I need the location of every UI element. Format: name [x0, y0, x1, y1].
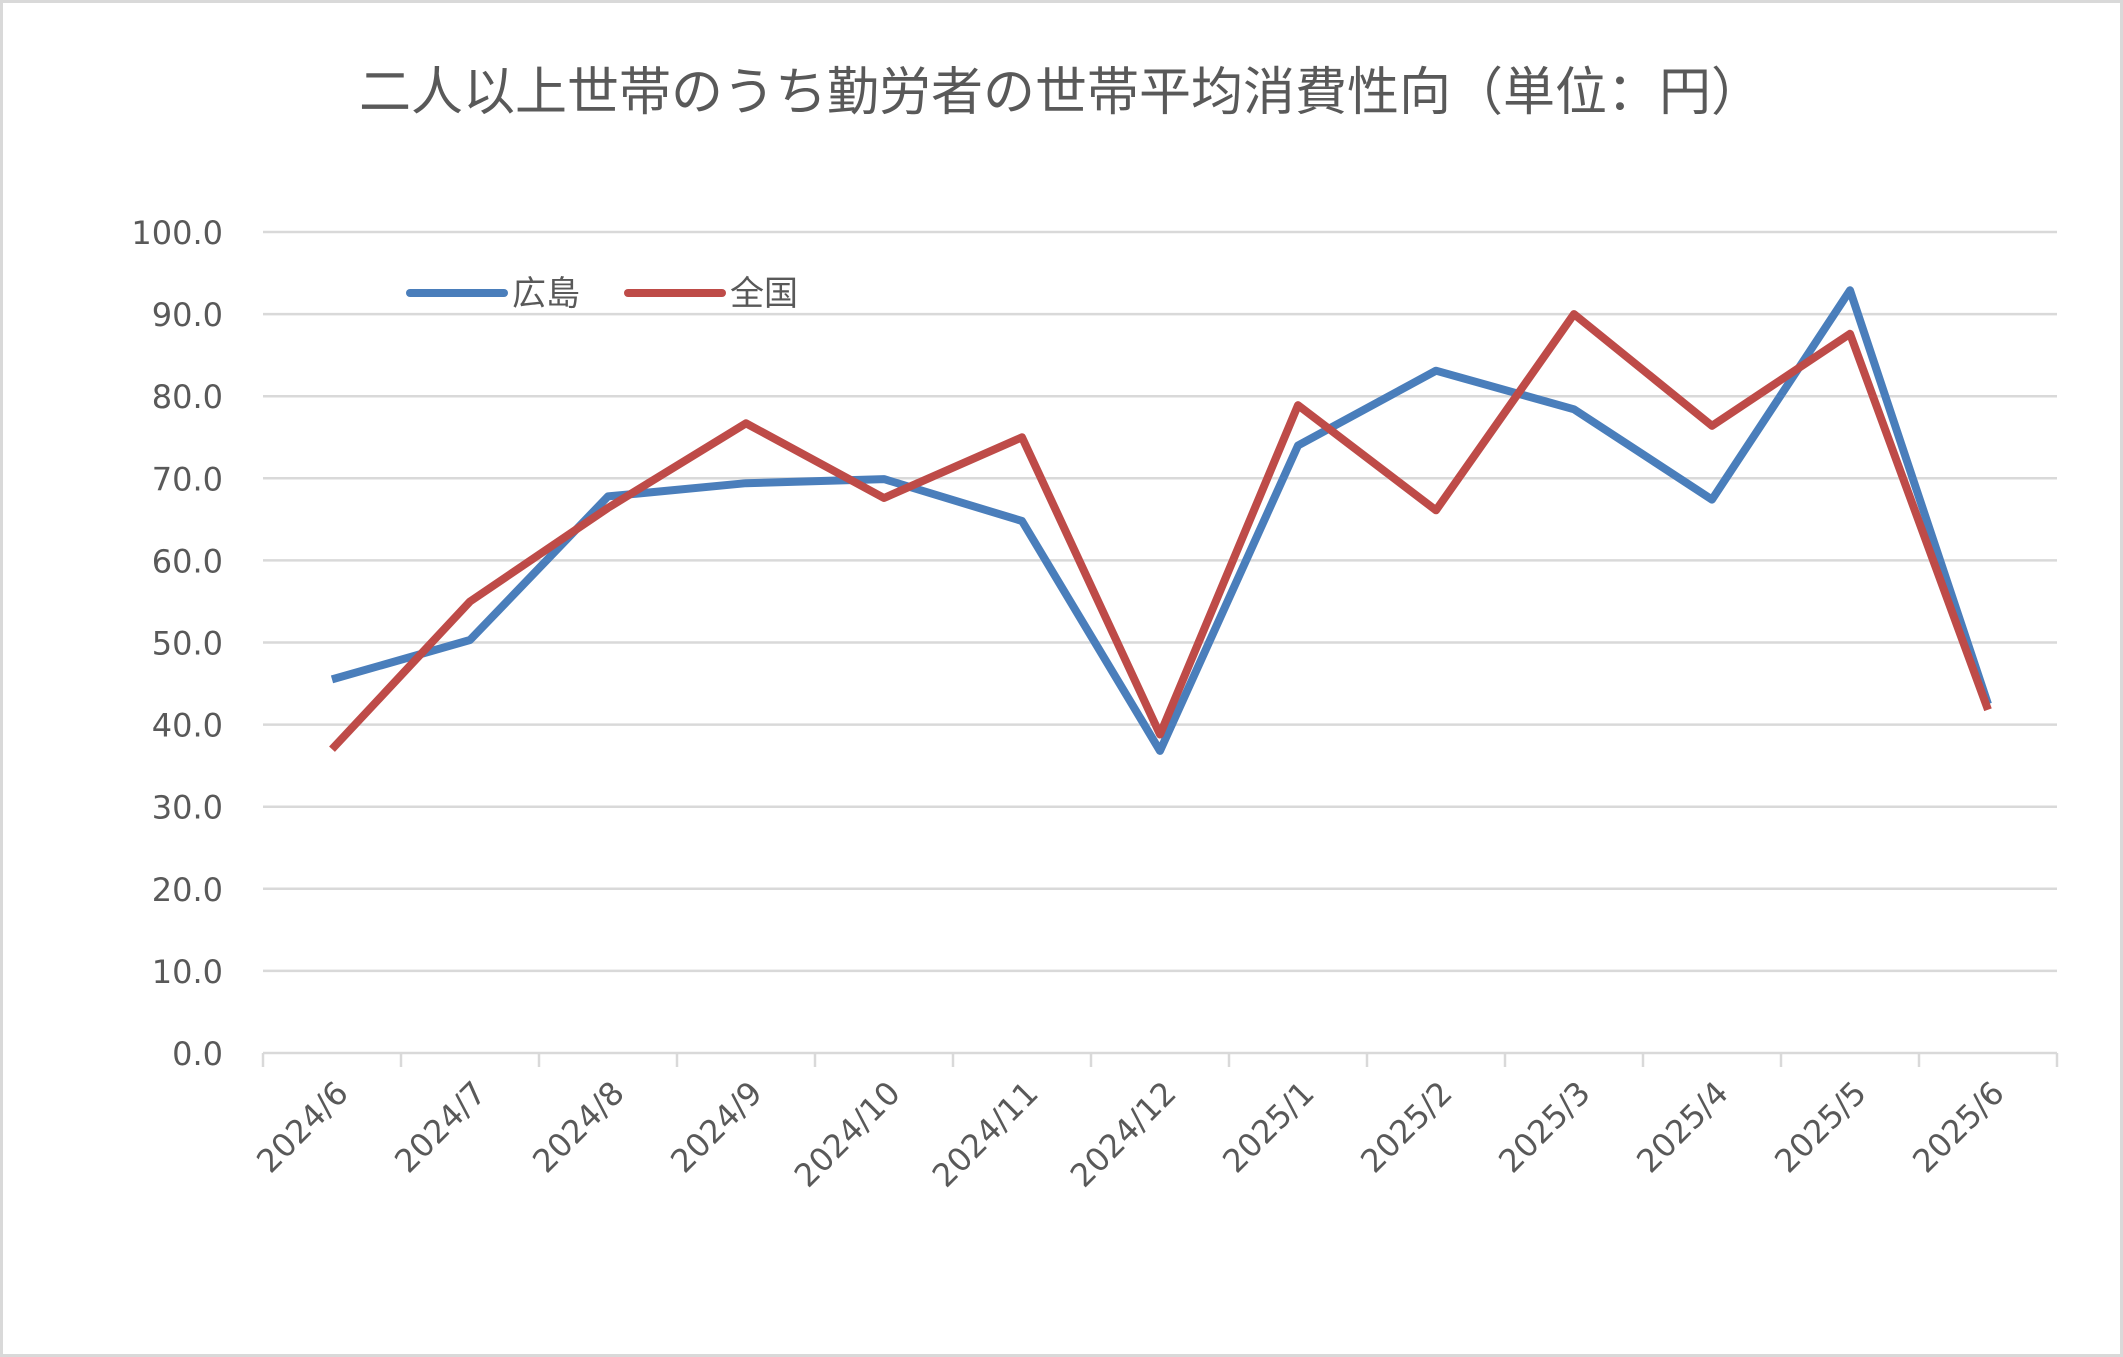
y-tick-label: 40.0 — [152, 707, 223, 745]
series-line-0 — [330, 286, 1992, 755]
y-tick-label: 60.0 — [152, 542, 223, 580]
chart-title: 二人以上世帯のうち勤労者の世帯平均消費性向（単位：円） — [359, 63, 1763, 123]
y-tick-label: 0.0 — [172, 1035, 223, 1073]
y-tick-label: 10.0 — [152, 953, 223, 991]
series-line-1 — [329, 310, 1992, 752]
y-tick-label: 90.0 — [152, 296, 223, 334]
y-tick-label: 70.0 — [152, 460, 223, 498]
legend-label: 全国 — [730, 274, 798, 314]
y-tick-label: 20.0 — [152, 871, 223, 909]
y-tick-label: 100.0 — [131, 214, 223, 252]
y-tick-label: 50.0 — [152, 625, 223, 663]
legend-label: 広島 — [512, 274, 580, 314]
series-lines — [329, 286, 1992, 755]
legend: 広島 全国 — [406, 274, 798, 314]
gridlines — [263, 230, 2057, 973]
y-tick-label: 30.0 — [152, 789, 223, 827]
y-tick-label: 80.0 — [152, 378, 223, 416]
